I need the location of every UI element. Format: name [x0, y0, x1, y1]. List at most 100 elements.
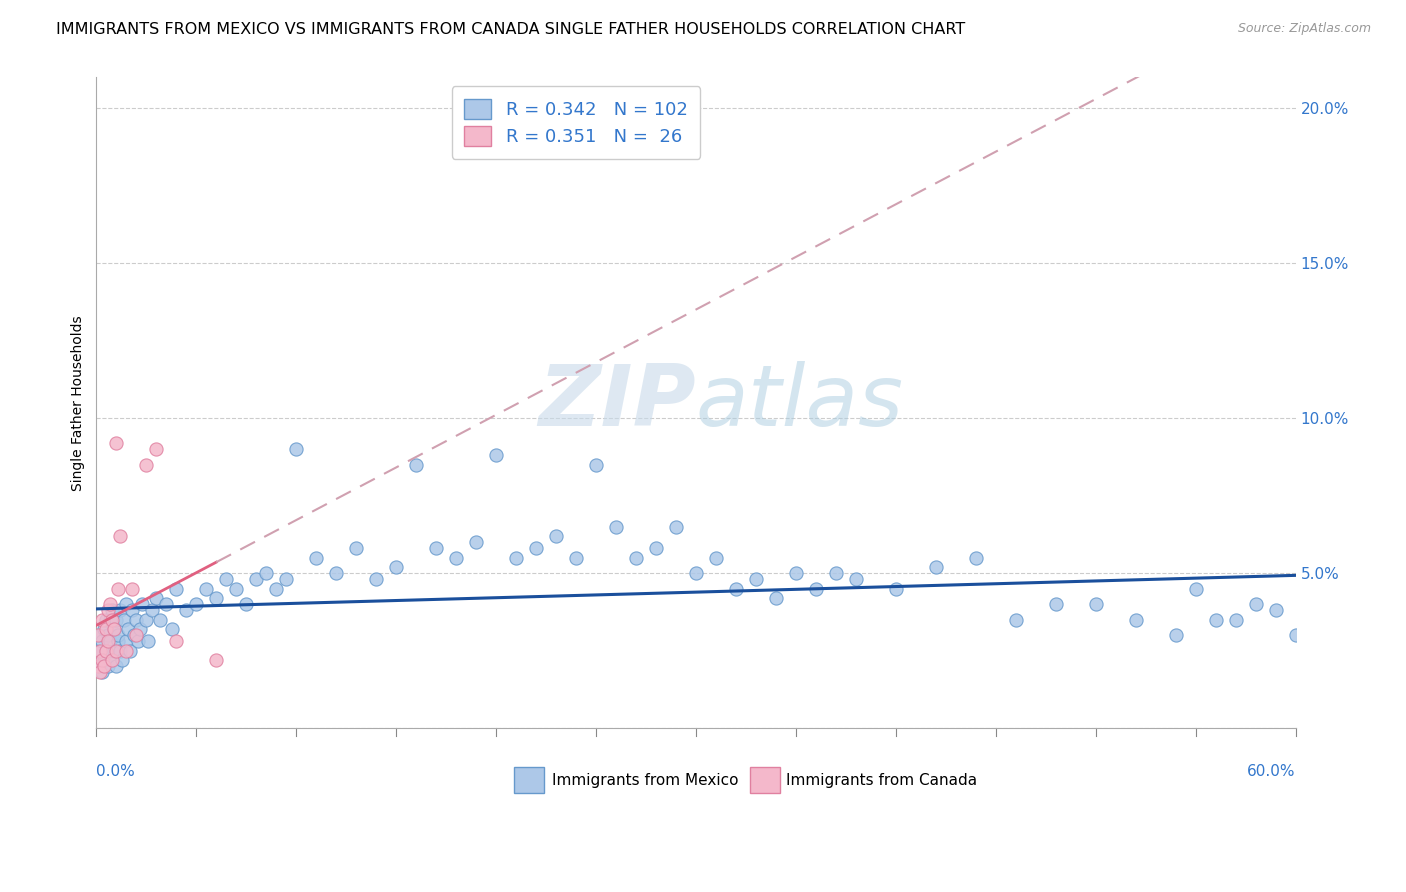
- Point: [385, 560, 408, 574]
- Legend: R = 0.342   N = 102, R = 0.351   N =  26: R = 0.342 N = 102, R = 0.351 N = 26: [451, 87, 700, 159]
- Point: [115, 643, 138, 657]
- Point: [624, 550, 647, 565]
- Point: [112, 613, 135, 627]
- Point: [98, 597, 121, 611]
- Point: [276, 572, 298, 586]
- FancyBboxPatch shape: [513, 767, 544, 793]
- Point: [91, 665, 114, 680]
- Point: [965, 550, 987, 565]
- Point: [264, 582, 287, 596]
- Point: [565, 550, 588, 565]
- Point: [205, 591, 228, 605]
- Point: [1205, 613, 1227, 627]
- Text: 60.0%: 60.0%: [1247, 764, 1295, 779]
- Point: [121, 582, 143, 596]
- Point: [98, 613, 121, 627]
- Point: [845, 572, 868, 586]
- Point: [325, 566, 347, 581]
- Point: [1364, 628, 1386, 642]
- Y-axis label: Single Father Households: Single Father Households: [72, 315, 86, 491]
- Point: [162, 622, 184, 636]
- Point: [93, 622, 115, 636]
- Point: [1344, 613, 1367, 627]
- Point: [825, 566, 848, 581]
- Point: [605, 519, 627, 533]
- Point: [120, 643, 142, 657]
- Point: [205, 653, 228, 667]
- Point: [645, 541, 668, 556]
- Text: Source: ZipAtlas.com: Source: ZipAtlas.com: [1237, 22, 1371, 36]
- Point: [91, 653, 114, 667]
- Point: [1324, 550, 1347, 565]
- Point: [685, 566, 707, 581]
- Point: [485, 449, 508, 463]
- Text: Immigrants from Mexico: Immigrants from Mexico: [553, 772, 738, 788]
- Point: [165, 582, 187, 596]
- Point: [131, 597, 153, 611]
- Point: [724, 582, 747, 596]
- Point: [97, 603, 120, 617]
- Point: [105, 659, 128, 673]
- Text: 0.0%: 0.0%: [97, 764, 135, 779]
- Point: [1305, 597, 1327, 611]
- Point: [105, 436, 128, 450]
- Point: [101, 603, 124, 617]
- Point: [665, 519, 688, 533]
- Point: [101, 653, 124, 667]
- Point: [103, 643, 125, 657]
- Point: [405, 458, 427, 472]
- Point: [145, 591, 167, 605]
- Point: [245, 572, 267, 586]
- Point: [155, 597, 177, 611]
- Point: [91, 613, 114, 627]
- Point: [89, 665, 111, 680]
- Point: [344, 541, 367, 556]
- Point: [1244, 597, 1267, 611]
- Point: [117, 622, 139, 636]
- Point: [524, 541, 547, 556]
- Point: [110, 603, 132, 617]
- Point: [165, 634, 187, 648]
- Point: [1084, 597, 1107, 611]
- Point: [103, 622, 125, 636]
- Point: [745, 572, 768, 586]
- Point: [87, 628, 110, 642]
- Point: [135, 458, 157, 472]
- Text: Immigrants from Canada: Immigrants from Canada: [786, 772, 977, 788]
- Point: [87, 659, 110, 673]
- FancyBboxPatch shape: [749, 767, 780, 793]
- Point: [704, 550, 727, 565]
- Point: [254, 566, 277, 581]
- Point: [225, 582, 247, 596]
- Point: [93, 659, 115, 673]
- Point: [107, 628, 129, 642]
- Point: [115, 634, 138, 648]
- Point: [93, 653, 115, 667]
- Point: [425, 541, 447, 556]
- Point: [91, 634, 114, 648]
- Point: [544, 529, 567, 543]
- Point: [149, 613, 172, 627]
- Point: [505, 550, 527, 565]
- Point: [174, 603, 197, 617]
- Point: [121, 603, 143, 617]
- Point: [101, 653, 124, 667]
- Point: [89, 628, 111, 642]
- Point: [115, 597, 138, 611]
- Point: [97, 659, 120, 673]
- Point: [444, 550, 467, 565]
- Point: [215, 572, 238, 586]
- Point: [127, 634, 149, 648]
- Point: [110, 529, 132, 543]
- Point: [141, 603, 163, 617]
- Point: [96, 643, 118, 657]
- Point: [96, 643, 118, 657]
- Point: [98, 634, 121, 648]
- Point: [107, 634, 129, 648]
- Point: [465, 535, 488, 549]
- Point: [96, 613, 118, 627]
- Point: [110, 643, 132, 657]
- Point: [195, 582, 218, 596]
- Point: [87, 643, 110, 657]
- Point: [1004, 613, 1026, 627]
